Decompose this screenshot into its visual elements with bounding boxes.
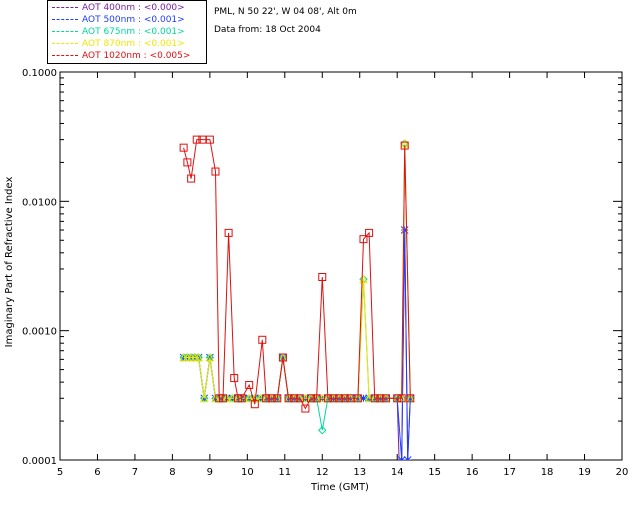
data-point-square: [224, 228, 233, 237]
x-tick-label: 13: [353, 467, 366, 478]
legend-item-675: AOT 675nm : <0.001>: [52, 26, 185, 38]
data-point-square: [359, 235, 368, 244]
data-point-square: [329, 394, 338, 403]
series-1: [179, 226, 415, 460]
x-tick-label: 5: [57, 467, 63, 478]
data-point-square: [376, 394, 385, 403]
data-point-square: [393, 394, 402, 403]
data-point-square: [237, 394, 246, 403]
data-point-square: [262, 394, 271, 403]
data-point-square: [179, 143, 188, 152]
data-point-square: [273, 394, 282, 403]
site-location: PML, N 50 22', W 04 08', Alt 0m: [214, 7, 357, 17]
data-point-diamond: [318, 425, 327, 435]
data-point-square: [284, 394, 293, 403]
data-point-square: [312, 394, 321, 403]
data-point-triangle: [194, 352, 203, 362]
x-tick-label: 7: [132, 467, 138, 478]
data-point-square: [250, 400, 259, 409]
data-point-square: [370, 394, 379, 403]
x-tick-label: 9: [207, 467, 213, 478]
data-point-square: [278, 353, 287, 362]
data-point-square: [381, 394, 390, 403]
data-point-triangle: [205, 352, 215, 362]
chart-plot-area: [179, 135, 415, 460]
data-date: Data from: 18 Oct 2004: [214, 25, 321, 35]
legend-line: [52, 43, 78, 44]
data-point-square: [290, 394, 299, 403]
y-tick-label: 0.0001: [22, 456, 57, 467]
data-point-square: [318, 272, 327, 281]
x-axis-label: Time (GMT): [310, 482, 369, 493]
plot-frame: [59, 71, 623, 461]
x-tick-label: 18: [541, 467, 554, 478]
legend-item-400: AOT 400nm : <0.000>: [52, 2, 185, 14]
legend-line: [52, 55, 78, 56]
data-point-square: [205, 135, 214, 144]
data-point-square: [230, 374, 239, 383]
x-tick-label: 14: [391, 467, 404, 478]
data-point-triangle: [244, 393, 254, 403]
data-point-square: [307, 394, 316, 403]
data-point-square: [187, 174, 196, 183]
x-tick-label: 15: [428, 467, 441, 478]
legend-line: [52, 19, 78, 20]
x-tick-label: 12: [316, 467, 329, 478]
data-point-square: [295, 394, 304, 403]
legend-label: AOT 400nm : <0.000>: [82, 3, 185, 13]
x-tick-label: 10: [241, 467, 254, 478]
legend-label: AOT 675nm : <0.001>: [82, 27, 185, 37]
series-4: [179, 135, 415, 413]
legend: AOT 400nm : <0.000> AOT 500nm : <0.001> …: [47, 0, 207, 64]
x-tick-label: 6: [94, 467, 100, 478]
data-point-star: [403, 456, 412, 460]
series-2: [179, 139, 415, 435]
x-tick-label: 17: [503, 467, 516, 478]
series-0: [183, 229, 411, 460]
data-point-square: [192, 135, 201, 144]
x-tick-label: 20: [616, 467, 629, 478]
data-point-triangle: [199, 393, 209, 403]
legend-line: [52, 31, 78, 32]
x-tick-label: 8: [169, 467, 175, 478]
legend-item-1020: AOT 1020nm : <0.005>: [52, 50, 190, 62]
legend-item-500: AOT 500nm : <0.001>: [52, 14, 185, 26]
legend-item-870: AOT 870nm : <0.001>: [52, 38, 185, 50]
data-point-square: [267, 394, 276, 403]
legend-label: AOT 1020nm : <0.005>: [82, 51, 191, 61]
series-line: [183, 139, 411, 410]
y-tick-label: 0.1000: [22, 68, 57, 79]
chart-axes: 5 6 7 8 9 10 11 12 13 14 15 16 17 18 19 20 0.0001 0.0010 0…: [22, 68, 628, 478]
data-point-square: [211, 167, 220, 176]
data-point-square: [340, 394, 349, 403]
x-tick-label: 19: [578, 467, 591, 478]
y-axis-label: Imaginary Part of Refractive Index: [4, 177, 15, 348]
legend-line: [52, 7, 78, 8]
y-tick-label: 0.0100: [22, 197, 57, 208]
data-point-star: [397, 456, 406, 460]
data-point-square: [397, 394, 406, 403]
x-tick-label: 11: [278, 467, 291, 478]
plot-series-group: [179, 135, 415, 460]
data-point-square: [335, 394, 344, 403]
data-point-square: [323, 394, 332, 403]
data-point-square: [406, 394, 415, 403]
data-point-square: [301, 404, 310, 413]
series-line: [183, 229, 411, 460]
data-point-square: [183, 158, 192, 167]
series-line: [183, 229, 411, 460]
data-point-square: [353, 394, 362, 403]
data-point-star: [359, 394, 368, 403]
x-tick-label: 16: [466, 467, 479, 478]
data-point-square: [218, 394, 227, 403]
data-point-square: [245, 381, 254, 390]
y-tick-label: 0.0010: [22, 327, 57, 338]
data-point-square: [365, 228, 374, 237]
data-point-square: [258, 335, 267, 344]
data-point-square: [400, 141, 409, 150]
data-point-star: [400, 226, 409, 234]
legend-label: AOT 870nm : <0.001>: [82, 39, 185, 49]
legend-label: AOT 500nm : <0.001>: [82, 15, 185, 25]
